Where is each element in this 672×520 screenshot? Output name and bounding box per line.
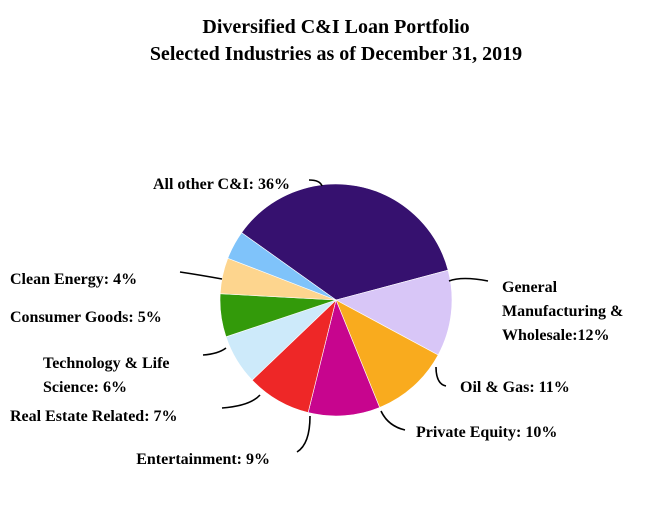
- slice-label-line: Science: 6%: [43, 379, 127, 396]
- slice-label-line: All other C&I: 36%: [153, 176, 290, 193]
- leader-line: [221, 394, 261, 409]
- leader-line: [202, 347, 227, 356]
- leader-line: [179, 271, 223, 280]
- slice-label-line: General: [502, 279, 558, 296]
- slice-label-line: Real Estate Related: 7%: [10, 408, 178, 425]
- leader-line: [435, 366, 447, 387]
- slice-label: Clean Energy: 4%: [10, 271, 137, 288]
- slice-label: Consumer Goods: 5%: [10, 309, 162, 326]
- slice-label-line: Technology & Life: [43, 355, 170, 372]
- chart-title: Diversified C&I Loan Portfolio: [202, 16, 470, 38]
- slice-label-line: Oil & Gas: 11%: [460, 379, 570, 396]
- slice-label: All other C&I: 36%: [153, 176, 290, 193]
- slice-label: Private Equity: 10%: [416, 424, 557, 441]
- leader-line: [380, 410, 406, 431]
- pie-slices: [219, 183, 453, 417]
- slice-label-line: Clean Energy: 4%: [10, 271, 137, 288]
- slice-label-line: Consumer Goods: 5%: [10, 309, 162, 326]
- leader-line: [308, 179, 323, 187]
- leader-line: [296, 415, 311, 453]
- leader-lines: [179, 179, 489, 453]
- pie-slice-oil-gas: [335, 299, 439, 408]
- chart-subtitle: Selected Industries as of December 31, 2…: [149, 43, 523, 65]
- slice-labels: All other C&I: 36% General Manufacturing &…: [10, 176, 623, 468]
- slice-label: General Manufacturing & Wholesale:12%: [502, 279, 623, 344]
- slice-label: Real Estate Related: 7%: [10, 408, 178, 425]
- pie-slice-general-manufacturing-wholesale: [335, 269, 453, 356]
- slice-label: Oil & Gas: 11%: [460, 379, 570, 396]
- pie-slice-private-equity: [307, 299, 381, 417]
- pie-slice-clean-energy: [227, 232, 337, 301]
- slice-label-line: Private Equity: 10%: [416, 424, 557, 441]
- slice-label: Technology & Life Science: 6%: [43, 355, 170, 396]
- slice-label: Entertainment: 9%: [136, 451, 270, 468]
- slice-label-line: Manufacturing &: [502, 303, 623, 320]
- pie-slice-all-other-c-i: [241, 183, 449, 301]
- slice-label-line: Wholesale:12%: [502, 327, 610, 344]
- slice-label-line: Entertainment: 9%: [136, 451, 270, 468]
- leader-line: [448, 277, 489, 282]
- chart-title-block: Diversified C&I Loan Portfolio Selected …: [0, 14, 672, 68]
